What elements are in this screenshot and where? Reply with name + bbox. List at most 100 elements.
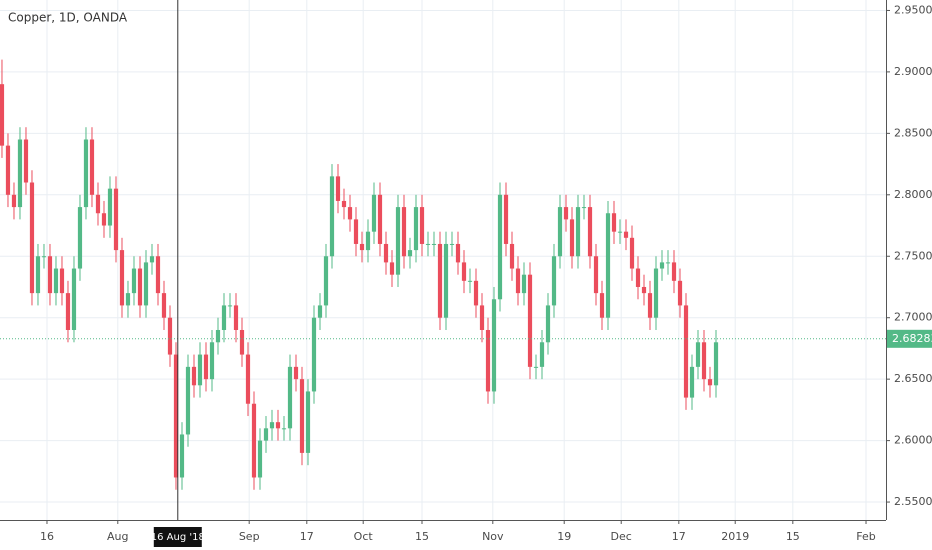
candle-body [533, 366, 539, 368]
candle-body [551, 256, 557, 306]
x-tick-label: Sep [239, 530, 260, 543]
candle-body [509, 243, 515, 269]
candle-body [77, 207, 83, 269]
candle-body [107, 188, 113, 226]
candle-body [431, 243, 437, 245]
candle-body [293, 366, 299, 380]
candle-body [521, 274, 527, 294]
candle-body [155, 256, 161, 294]
y-tick-label: 2.70000 [894, 311, 932, 324]
candle-body [383, 243, 389, 263]
candle-body [101, 213, 107, 226]
candle-body [491, 299, 497, 392]
candle-body [467, 280, 473, 282]
candle-body [377, 194, 383, 244]
candle-body [239, 329, 245, 355]
candle-body [251, 403, 257, 478]
candle-body [407, 250, 413, 257]
candle-body [11, 194, 17, 208]
y-tick-label: 2.90000 [894, 65, 932, 78]
candle-body [203, 354, 209, 380]
candle-body [419, 207, 425, 244]
candle-body [647, 293, 653, 318]
candle-body [83, 139, 89, 208]
candle-body [515, 268, 521, 294]
candle-body [461, 262, 467, 281]
candle-body [695, 342, 701, 367]
candle-body [191, 366, 197, 386]
y-tick-label: 2.95000 [894, 3, 932, 16]
candle-body [95, 194, 101, 214]
candle-body [683, 305, 689, 398]
candle-body [587, 207, 593, 257]
candle-body [53, 268, 59, 294]
grid [0, 0, 886, 520]
crosshair-label: 16 Aug '18 [151, 532, 205, 543]
candle-body [329, 176, 335, 257]
candle-body [617, 231, 623, 233]
candle-body [221, 305, 227, 330]
candle-body [395, 207, 401, 275]
candle-body [275, 422, 281, 429]
candle-body [665, 262, 671, 264]
candle-body [677, 280, 683, 306]
candle-body [485, 329, 491, 392]
candle-body [143, 262, 149, 306]
candle-body [149, 256, 155, 263]
candle-body [185, 366, 191, 435]
candle-body [425, 243, 431, 245]
y-tick-label: 2.75000 [894, 249, 932, 262]
candle-body [599, 293, 605, 318]
x-tick-label: Nov [482, 530, 504, 543]
candle-body [317, 305, 323, 318]
candle-body [263, 428, 269, 441]
candle-body [605, 213, 611, 318]
candle-body [341, 200, 347, 208]
y-tick-label: 2.65000 [894, 372, 932, 385]
candle-body [257, 440, 263, 478]
candle-body [167, 317, 173, 355]
candle-body [245, 354, 251, 404]
candle-body [569, 219, 575, 257]
candle-body [713, 342, 719, 386]
candle-body [17, 139, 23, 208]
candle-body [401, 207, 407, 257]
candle-body [119, 250, 125, 306]
candle-body [59, 268, 65, 294]
x-tick-label: 19 [557, 530, 571, 543]
x-tick-label: 17 [300, 530, 314, 543]
candle-body [641, 286, 647, 294]
last-price-tag [887, 329, 932, 348]
candle-body [41, 256, 47, 258]
candle-body [611, 213, 617, 232]
candle-body [623, 231, 629, 238]
chart-title: Copper, 1D, OANDA [8, 11, 128, 25]
candle-body [131, 268, 137, 294]
candle-body [635, 268, 641, 287]
candle-body [437, 243, 443, 318]
x-tick-label: 16 [40, 530, 54, 543]
candle-body [413, 207, 419, 251]
candle-body [389, 262, 395, 275]
candle-body [311, 317, 317, 392]
candle-body [197, 354, 203, 386]
last-price-label: 2.68283 [892, 332, 932, 345]
x-tick-label: Dec [611, 530, 632, 543]
candle-body [209, 342, 215, 380]
candle-body [593, 256, 599, 294]
candle-body [269, 422, 275, 429]
candle-body [575, 207, 581, 257]
y-tick-label: 2.60000 [894, 434, 932, 447]
x-tick-label: Aug [107, 530, 128, 543]
candle-body [161, 293, 167, 318]
x-tick-label: Oct [354, 530, 374, 543]
x-tick-label: 15 [415, 530, 429, 543]
candle-body [125, 293, 131, 306]
candle-body [173, 354, 179, 478]
crosshair-tag [153, 527, 202, 547]
candle-body [305, 391, 311, 453]
candle-body [299, 379, 305, 453]
candle-body [689, 366, 695, 398]
candle-body [563, 207, 569, 220]
